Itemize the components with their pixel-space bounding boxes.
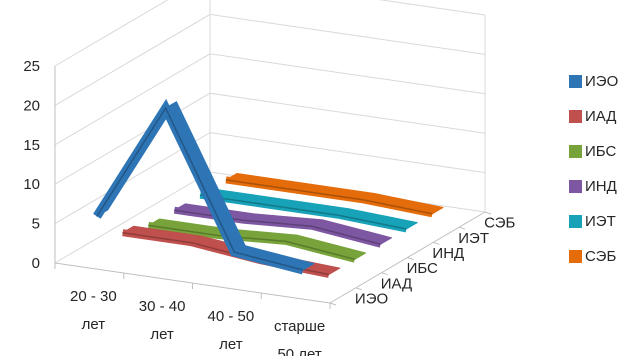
series-group [93, 98, 444, 278]
depth-tick-mark [329, 302, 337, 306]
legend-label: СЭБ [585, 248, 616, 265]
depth-tick-label: ИАД [381, 275, 412, 292]
depth-tick-mark [459, 226, 466, 230]
depth-tick-label: СЭБ [484, 215, 515, 232]
legend-swatch [569, 110, 582, 123]
depth-tick-mark [433, 241, 440, 245]
depth-tick-label: ИБС [407, 260, 438, 277]
legend-swatch [569, 215, 582, 228]
legend-swatch [569, 145, 582, 158]
y-tick-label: 20 [23, 97, 40, 114]
legend-swatch [569, 250, 582, 263]
depth-tick-label: ИЭО [355, 290, 388, 307]
depth-tick-mark [355, 287, 362, 291]
series-edge [148, 224, 355, 261]
depth-tick-mark [407, 257, 414, 260]
legend: ИЭО ИАД ИБС ИНД ИЭТ СЭБ [569, 73, 618, 265]
legend-label: ИБС [585, 143, 616, 160]
gridline [54, 0, 486, 67]
tick-labels: 0 5 10 15 20 25 20 - 30 лет 30 - 40 лет 40 - 50 лет… [23, 58, 515, 356]
series-line [147, 221, 356, 263]
series-line [93, 98, 305, 275]
axes [54, 66, 492, 309]
depth-tick-label: ИНД [432, 245, 464, 262]
series-edge [200, 194, 407, 230]
legend-label: ИЭО [585, 73, 618, 90]
y-tick-label: 0 [32, 255, 40, 272]
depth-tick-mark [484, 211, 492, 215]
legend-label: ИНД [585, 178, 617, 195]
series-edge [174, 209, 381, 245]
y-tick-label: 5 [32, 216, 40, 233]
x-tick-label: лет [219, 336, 243, 353]
x-tick-label: 40 - 50 [208, 308, 255, 325]
series-line [199, 191, 408, 233]
legend-swatch [569, 180, 582, 193]
x-tick-label: 30 - 40 [139, 298, 186, 315]
y-tick-label: 10 [23, 176, 40, 193]
y-tick-label: 15 [23, 137, 40, 154]
series-line [173, 206, 382, 248]
depth-tick-mark [381, 272, 388, 276]
legend-swatch [569, 75, 582, 88]
x-tick-label: старше [274, 318, 325, 335]
series-edge [96, 106, 304, 271]
x-tick-label: 50 лет [277, 346, 321, 356]
legend-label: ИЭТ [585, 213, 616, 230]
x-tick-label: лет [150, 326, 174, 343]
legend-label: ИАД [585, 108, 616, 125]
series-edge [225, 179, 433, 215]
series-line [225, 176, 433, 218]
depth-tick-label: ИЭТ [458, 230, 489, 247]
y-tick-label: 25 [23, 58, 40, 75]
x-tick-label: 20 - 30 [70, 288, 117, 305]
x-tick-label: лет [82, 316, 106, 333]
